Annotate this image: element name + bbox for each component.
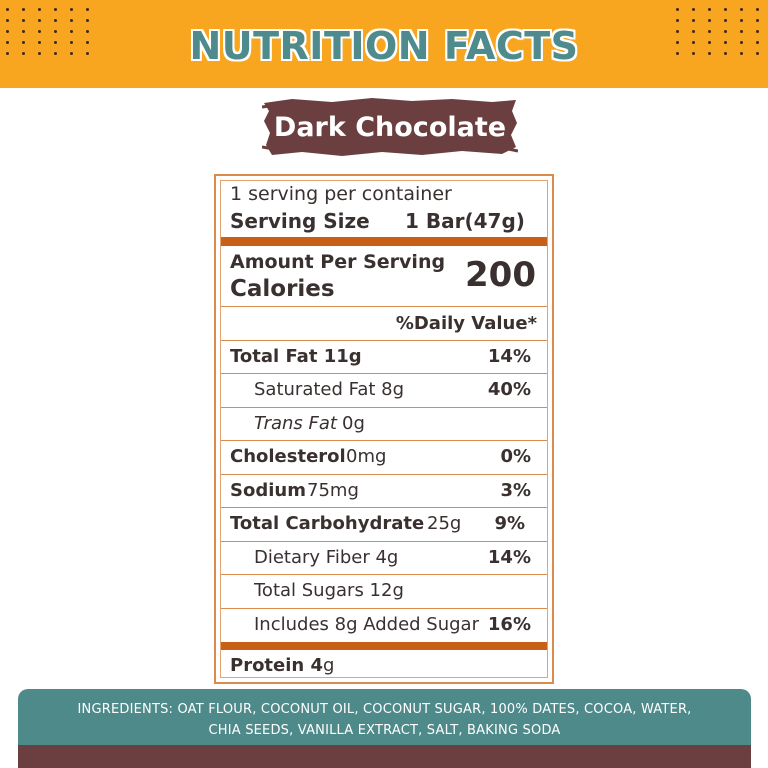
daily-value-header-row: %Daily Value*: [221, 307, 547, 341]
total-fat-label: Total Fat 11g: [230, 346, 362, 367]
amount-per-serving: Amount Per Serving: [230, 251, 446, 273]
product-name: Dark Chocolate: [273, 112, 507, 143]
total-carbohydrate-dv: 9%: [494, 513, 525, 534]
cholesterol-row: Cholesterol 0mg 0%: [221, 441, 547, 475]
ingredients-line-2: CHIA SEEDS, VANILLA EXTRACT, SALT, BAKIN…: [208, 723, 561, 738]
added-sugar-label: Includes 8g Added Sugar: [254, 614, 479, 635]
total-carbohydrate-label: Total Carbohydrate: [230, 513, 425, 534]
bottom-bar: [18, 745, 751, 768]
saturated-fat-row: Saturated Fat 8g 40%: [221, 374, 547, 408]
sodium-label-rest: odium: [242, 480, 306, 501]
dot-pattern-right: [676, 8, 764, 55]
total-carbohydrate-amount: 25g: [427, 513, 462, 534]
divider-thick-top: [221, 237, 547, 246]
protein-row: Protein 4g: [221, 650, 547, 683]
cholesterol-label: Cholesterol: [230, 446, 346, 467]
protein-unit: g: [323, 655, 335, 676]
dietary-fiber-label: Dietary Fiber 4g: [254, 547, 399, 568]
total-carbohydrate-row: Total Carbohydrate 25g 9%: [221, 508, 547, 542]
serving-size-value: 1 Bar(47g): [405, 209, 525, 233]
sodium-label-initial: S: [230, 480, 243, 501]
cholesterol-dv: 0%: [500, 446, 531, 467]
sodium-amount: 75mg: [307, 480, 359, 501]
total-sugars-row: Total Sugars 12g: [221, 575, 547, 609]
calories-value: 200: [465, 255, 536, 295]
cholesterol-amount: 0mg: [346, 446, 387, 467]
sodium-label: Sodium: [230, 480, 306, 501]
calories-label: Calories: [230, 276, 335, 302]
divider-thick-bottom: [221, 642, 547, 650]
dietary-fiber-row: Dietary Fiber 4g 14%: [221, 542, 547, 575]
nutrition-label-inner: 1 serving per container Serving Size 1 B…: [220, 180, 548, 678]
added-sugar-dv: 16%: [487, 614, 531, 635]
protein-label-text: Protein 4: [230, 655, 324, 676]
brush-stroke-background: [262, 98, 518, 156]
ingredients-panel: INGREDIENTS: OAT FLOUR, COCONUT OIL, COC…: [18, 689, 751, 745]
ingredients-text: INGREDIENTS: OAT FLOUR, COCONUT OIL, COC…: [18, 699, 751, 741]
sodium-row: Sodium 75mg 3%: [221, 475, 547, 508]
trans-fat-row: Trans Fat 0g: [221, 408, 547, 441]
dot-pattern-left: [6, 8, 94, 55]
sodium-dv: 3%: [500, 480, 531, 501]
added-sugar-row: Includes 8g Added Sugar 16%: [221, 609, 547, 642]
page-title: NUTRITION FACTS: [189, 24, 579, 68]
calories-row: Amount Per Serving Calories 200: [221, 246, 547, 307]
nutrition-label: 1 serving per container Serving Size 1 B…: [214, 174, 554, 684]
ingredients-line-1: INGREDIENTS: OAT FLOUR, COCONUT OIL, COC…: [77, 702, 692, 717]
total-sugars-label: Total Sugars 12g: [254, 580, 404, 601]
total-fat-row: Total Fat 11g 14%: [221, 341, 547, 374]
saturated-fat-label: Saturated Fat 8g: [254, 379, 405, 400]
protein-label: Protein 4g: [230, 655, 334, 676]
trans-fat-label: Trans Fat: [254, 413, 337, 434]
dietary-fiber-dv: 14%: [487, 547, 531, 568]
servings-per-container: 1 serving per container: [230, 183, 452, 205]
header-banner: NUTRITION FACTS: [0, 0, 768, 88]
serving-size-label: Serving Size: [230, 209, 370, 233]
saturated-fat-dv: 40%: [487, 379, 531, 400]
total-fat-dv: 14%: [487, 346, 531, 367]
daily-value-header: %Daily Value*: [395, 313, 537, 334]
trans-fat-amount: 0g: [342, 413, 365, 434]
servings-row: 1 serving per container Serving Size 1 B…: [221, 181, 547, 237]
